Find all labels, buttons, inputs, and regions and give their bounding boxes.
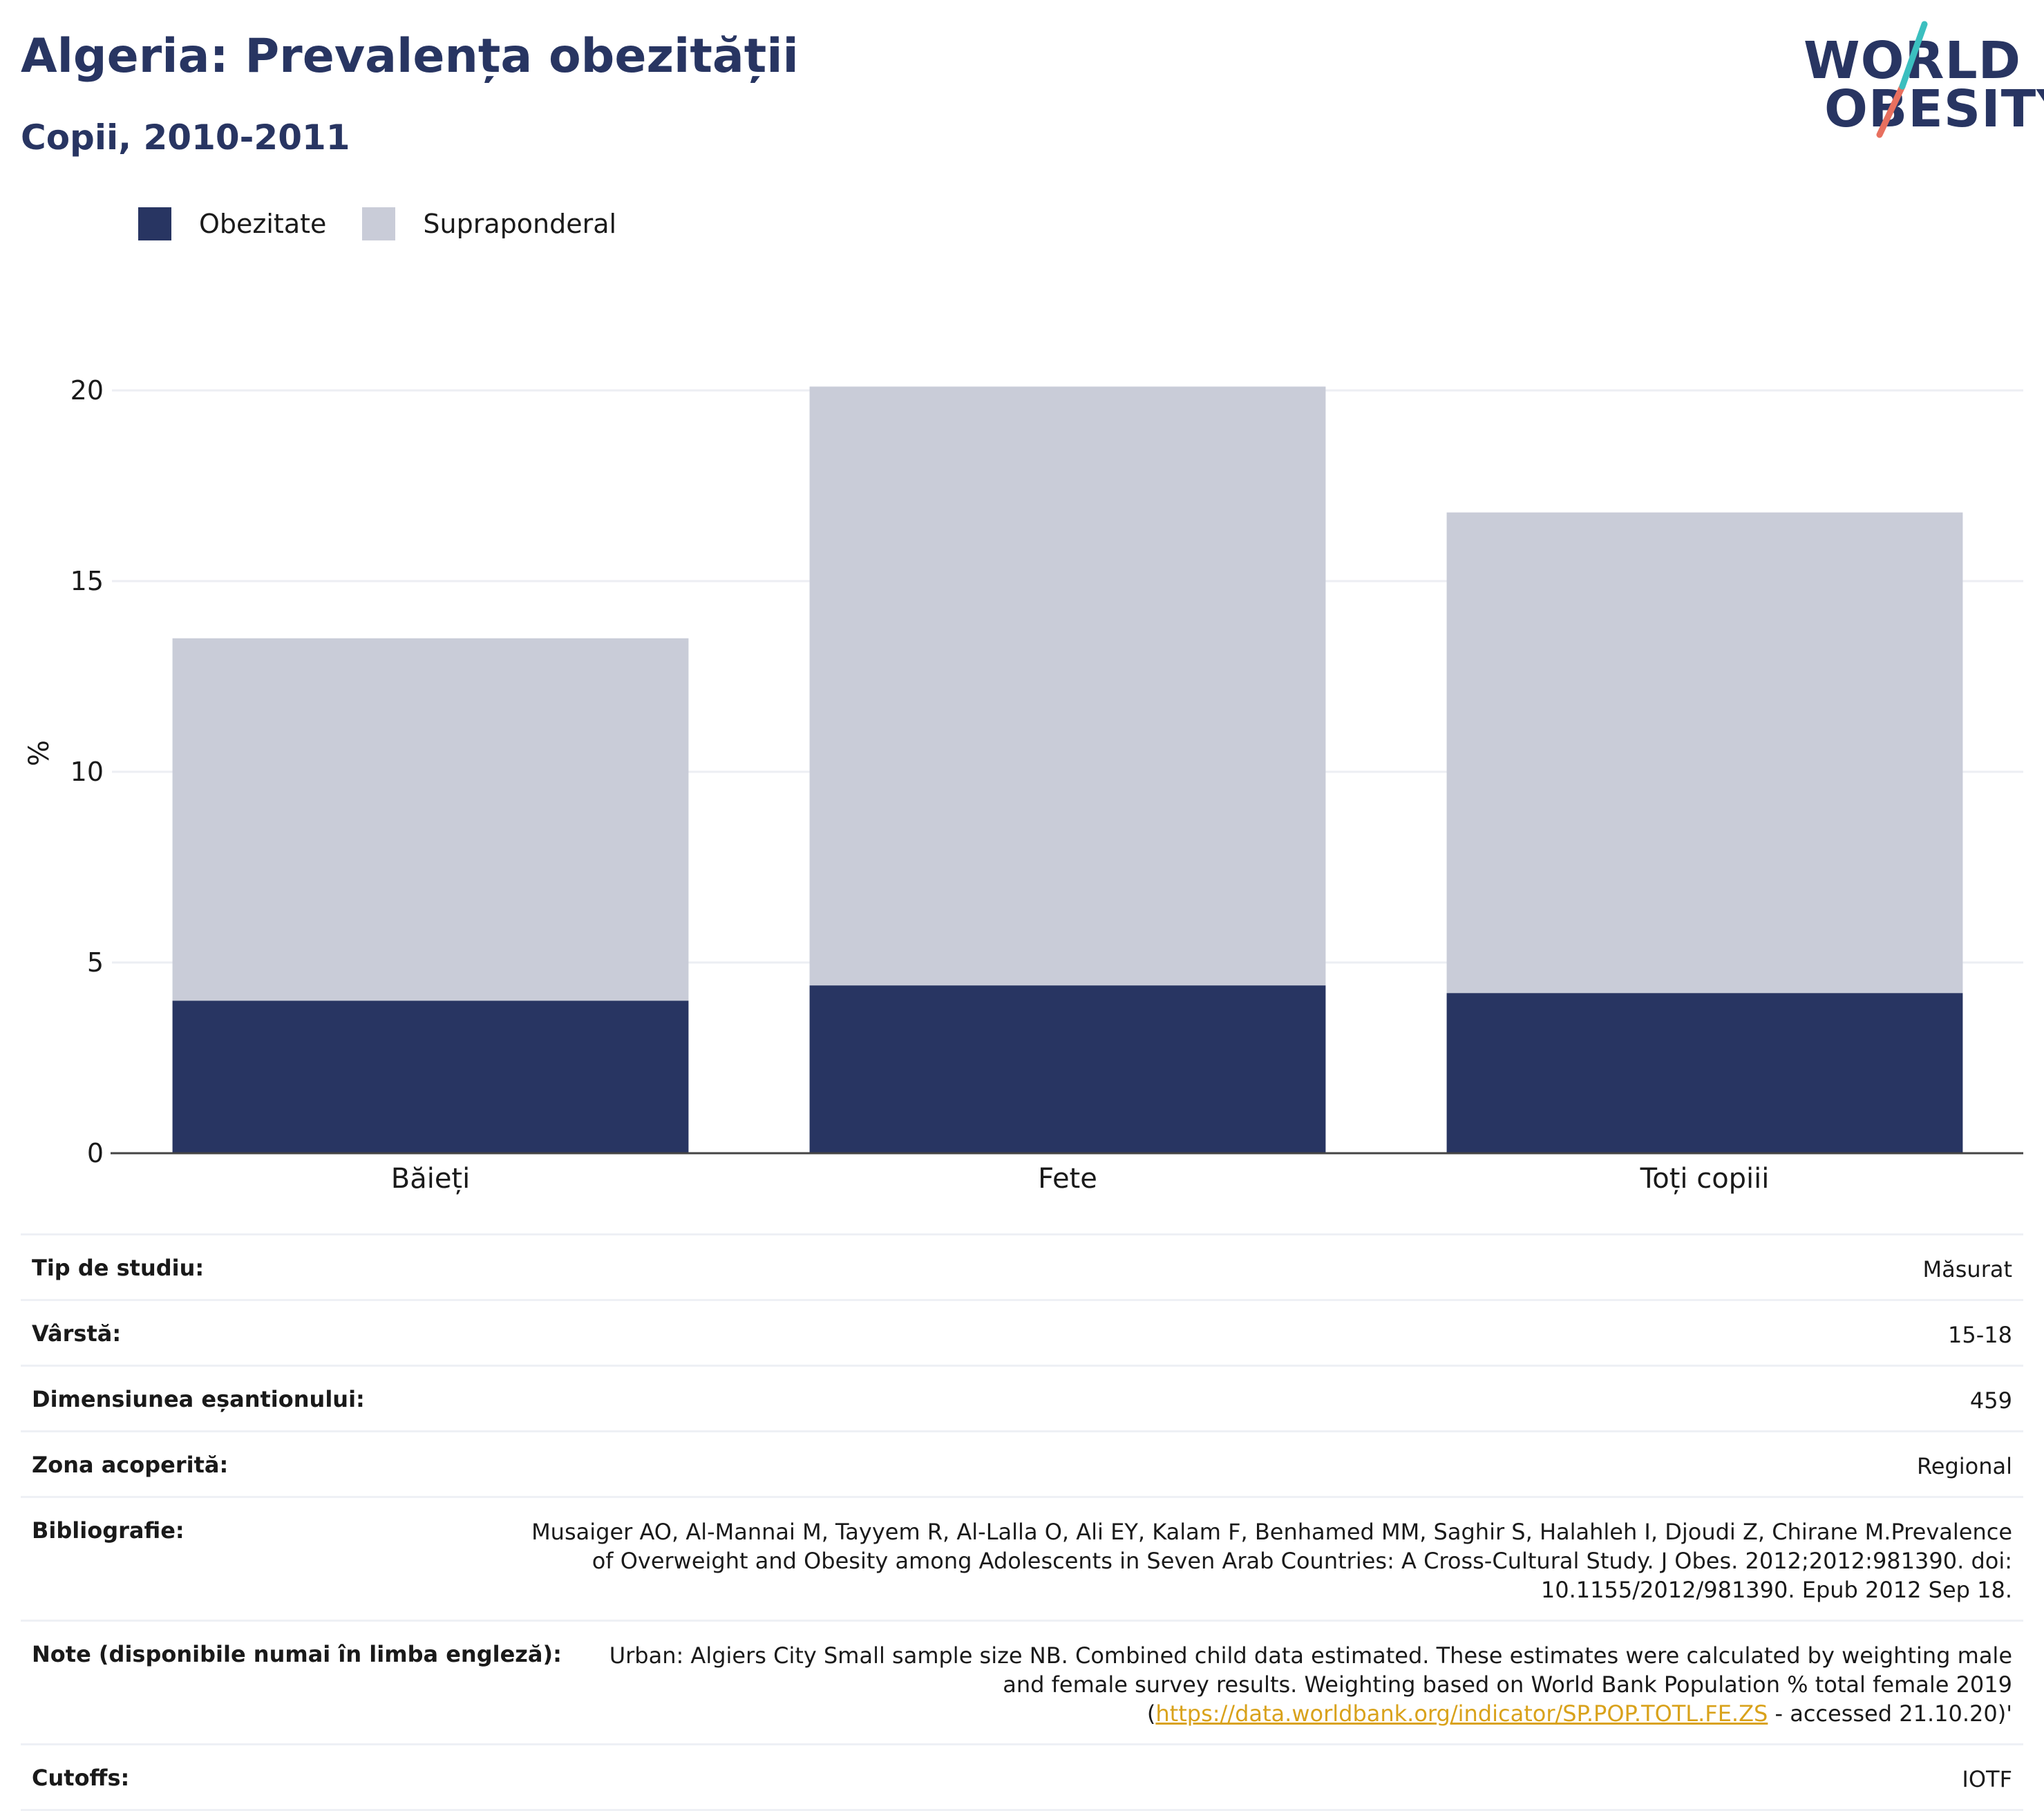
notes-text: Urban: Algiers City Small sample size NB… <box>609 1642 2012 1727</box>
info-label-sample-size: Dimensiunea eșantionului: <box>32 1386 365 1412</box>
info-row-study-type: Tip de studiu: Măsurat <box>21 1233 2023 1299</box>
info-row-notes: Note (disponibile numai în limba engleză… <box>21 1620 2023 1743</box>
bar-obezitate <box>1446 993 1963 1153</box>
x-tick-label: Toți copiii <box>1640 1163 1770 1195</box>
bar-supraponderal <box>172 638 689 1001</box>
logo-slash-icon <box>1876 21 1928 138</box>
info-label-area-covered: Zona acoperită: <box>32 1452 229 1478</box>
page-title: Algeria: Prevalența obezității <box>21 29 799 84</box>
legend-label-supraponderal: Supraponderal <box>423 209 617 239</box>
world-obesity-logo: WORLD OBESITY <box>1804 21 2044 152</box>
info-value-cutoffs: IOTF <box>1962 1766 2012 1792</box>
chart-legend: Obezitate Supraponderal <box>138 206 652 242</box>
info-label-notes: Note (disponibile numai în limba engleză… <box>32 1641 562 1667</box>
page-subtitle: Copii, 2010-2011 <box>21 117 350 158</box>
logo-text-obesity: OBESITY <box>1824 79 2044 139</box>
info-value-study-type: Măsurat <box>1922 1256 2012 1282</box>
info-value-age: 15-18 <box>1948 1322 2012 1348</box>
legend-swatch-supraponderal <box>362 207 396 240</box>
info-value-sample-size: 459 <box>1969 1387 2012 1414</box>
info-label-bibliography: Bibliografie: <box>32 1517 184 1544</box>
info-value-notes: Urban: Algiers City Small sample size NB… <box>562 1641 2012 1728</box>
notes-suffix: - accessed 21.10.20)' <box>1768 1700 2013 1727</box>
legend-label-obezitate: Obezitate <box>199 209 327 239</box>
legend-item-supraponderal[interactable]: Supraponderal <box>362 207 616 240</box>
info-label-cutoffs: Cutoffs: <box>32 1765 130 1791</box>
info-row-bibliography: Bibliografie: Musaiger AO, Al-Mannai M, … <box>21 1496 2023 1620</box>
info-row-area-covered: Zona acoperită: Regional <box>21 1430 2023 1496</box>
x-tick-label: Fete <box>1038 1163 1097 1195</box>
worldbank-link[interactable]: https://data.worldbank.org/indicator/SP.… <box>1155 1700 1768 1727</box>
stacked-bar-chart: 0 5 10 15 20% Băieți Fete Toți copiii <box>23 375 2023 1195</box>
y-tick-label: 15 <box>70 566 104 596</box>
y-tick-label: 0 <box>87 1138 104 1168</box>
x-tick-label: Băieți <box>391 1163 470 1195</box>
bar-obezitate <box>172 1001 689 1153</box>
info-label-study-type: Tip de studiu: <box>32 1255 205 1281</box>
y-tick-label: 20 <box>70 375 104 406</box>
info-value-bibliography: Musaiger AO, Al-Mannai M, Tayyem R, Al-L… <box>531 1519 2012 1603</box>
y-axis-label: % <box>23 740 55 766</box>
bar-supraponderal <box>1446 512 1963 994</box>
legend-swatch-obezitate <box>138 207 171 240</box>
legend-item-obezitate[interactable]: Obezitate <box>138 207 326 240</box>
info-row-age: Vârstă: 15-18 <box>21 1299 2023 1365</box>
info-row-cutoffs: Cutoffs: IOTF <box>21 1743 2023 1811</box>
study-info-table: Tip de studiu: Măsurat Vârstă: 15-18 Dim… <box>21 1233 2023 1811</box>
info-value-area-covered: Regional <box>1916 1453 2012 1479</box>
bar-obezitate <box>809 985 1326 1153</box>
bar-supraponderal <box>809 386 1326 986</box>
y-tick-label: 10 <box>70 757 104 787</box>
info-label-age: Vârstă: <box>32 1320 122 1347</box>
info-row-sample-size: Dimensiunea eșantionului: 459 <box>21 1365 2023 1430</box>
y-tick-label: 5 <box>87 947 104 978</box>
